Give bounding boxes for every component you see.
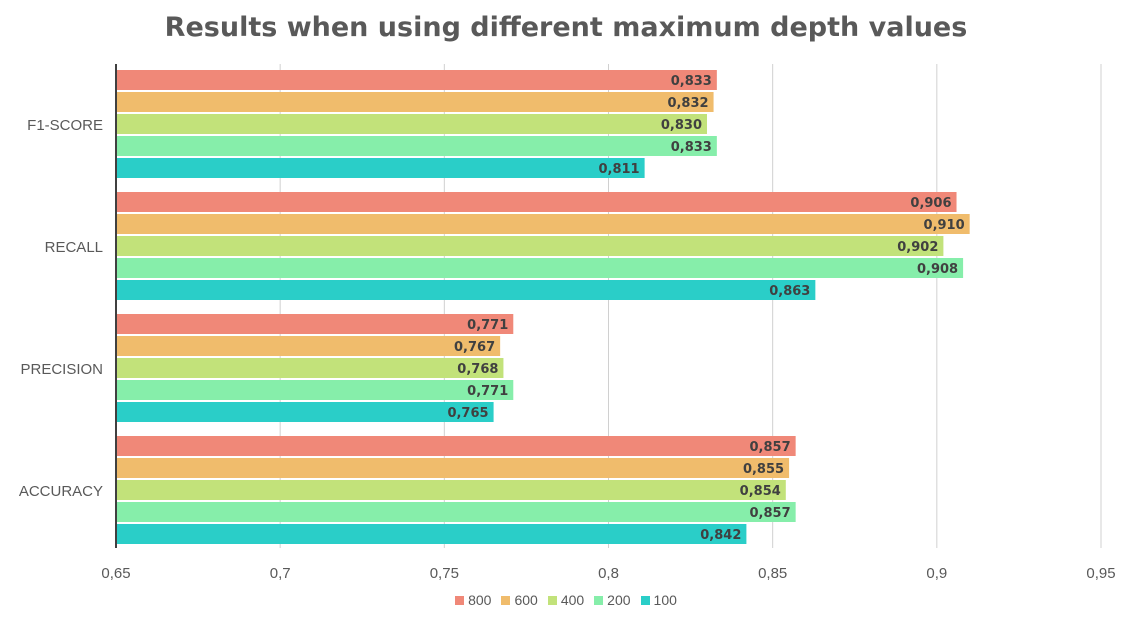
bar-800 [116, 436, 796, 456]
bars: 0,833 0,832 0,830 0,833 0,811 0,906 0,910 0,902… [116, 70, 970, 544]
data-label: 0,811 [598, 162, 639, 177]
legend-swatch [594, 595, 604, 605]
data-label: 0,767 [454, 340, 495, 355]
bar-200 [116, 136, 717, 156]
legend-item-200: 200 [594, 592, 631, 608]
data-label: 0,902 [897, 240, 938, 255]
data-label: 0,830 [661, 118, 702, 133]
category-label: ACCURACY [19, 483, 103, 500]
data-label: 0,906 [910, 196, 951, 211]
bar-800 [116, 314, 514, 334]
legend: 800 600 400 200 100 [0, 592, 1132, 608]
legend-item-800: 800 [455, 592, 491, 608]
bar-600 [116, 214, 970, 234]
bar-400 [116, 114, 707, 134]
axes: 0,65 0,7 0,75 0,8 0,85 0,9 0,95 F1-SCORE RECALL P… [19, 64, 1116, 582]
legend-item-600: 600 [501, 592, 538, 608]
bar-800 [116, 192, 957, 212]
data-label: 0,768 [457, 362, 498, 377]
x-tick-label: 0,65 [101, 565, 130, 582]
legend-item-400: 400 [547, 592, 585, 608]
bar-600 [116, 336, 501, 356]
x-tick-label: 0,9 [926, 565, 947, 582]
data-label: 0,863 [769, 284, 810, 299]
legend-label: 100 [653, 592, 677, 608]
legend-label: 600 [514, 592, 538, 608]
bar-400 [116, 236, 944, 256]
x-tick-label: 0,8 [598, 565, 619, 582]
chart-title: Results when using different maximum dep… [164, 12, 968, 43]
data-label: 0,833 [671, 74, 712, 89]
legend-item-100: 100 [640, 592, 677, 608]
data-label: 0,857 [750, 440, 791, 455]
bar-400 [116, 480, 786, 500]
data-label: 0,771 [467, 318, 508, 333]
data-label: 0,771 [467, 384, 508, 399]
data-label: 0,842 [700, 528, 741, 543]
bar-200 [116, 258, 964, 278]
data-label: 0,908 [917, 262, 958, 277]
bar-100 [116, 158, 645, 178]
bar-600 [116, 458, 790, 478]
x-tick-label: 0,95 [1086, 565, 1115, 582]
bar-100 [116, 402, 494, 422]
x-tick-label: 0,85 [758, 565, 787, 582]
bar-100 [116, 524, 747, 544]
data-label: 0,833 [671, 140, 712, 155]
bar-800 [116, 70, 717, 90]
data-label: 0,832 [667, 96, 708, 111]
bar-600 [116, 92, 714, 112]
legend-swatch [501, 595, 511, 605]
category-label: F1-SCORE [27, 117, 103, 134]
data-label: 0,910 [924, 218, 965, 233]
data-label: 0,765 [447, 406, 488, 421]
legend-label: 400 [560, 592, 585, 608]
data-label: 0,854 [740, 484, 781, 499]
bar-200 [116, 502, 796, 522]
bar-400 [116, 358, 504, 378]
category-label: PRECISION [20, 361, 103, 378]
legend-swatch [455, 595, 465, 605]
legend-swatch [640, 595, 650, 605]
bar-100 [116, 280, 816, 300]
data-label: 0,855 [743, 462, 784, 477]
legend-label: 200 [607, 592, 631, 608]
bar-200 [116, 380, 514, 400]
x-tick-label: 0,75 [430, 565, 459, 582]
x-tick-label: 0,7 [270, 565, 291, 582]
legend-label: 800 [468, 592, 492, 608]
legend-swatch [547, 595, 557, 605]
data-label: 0,857 [750, 506, 791, 521]
category-label: RECALL [45, 239, 103, 256]
